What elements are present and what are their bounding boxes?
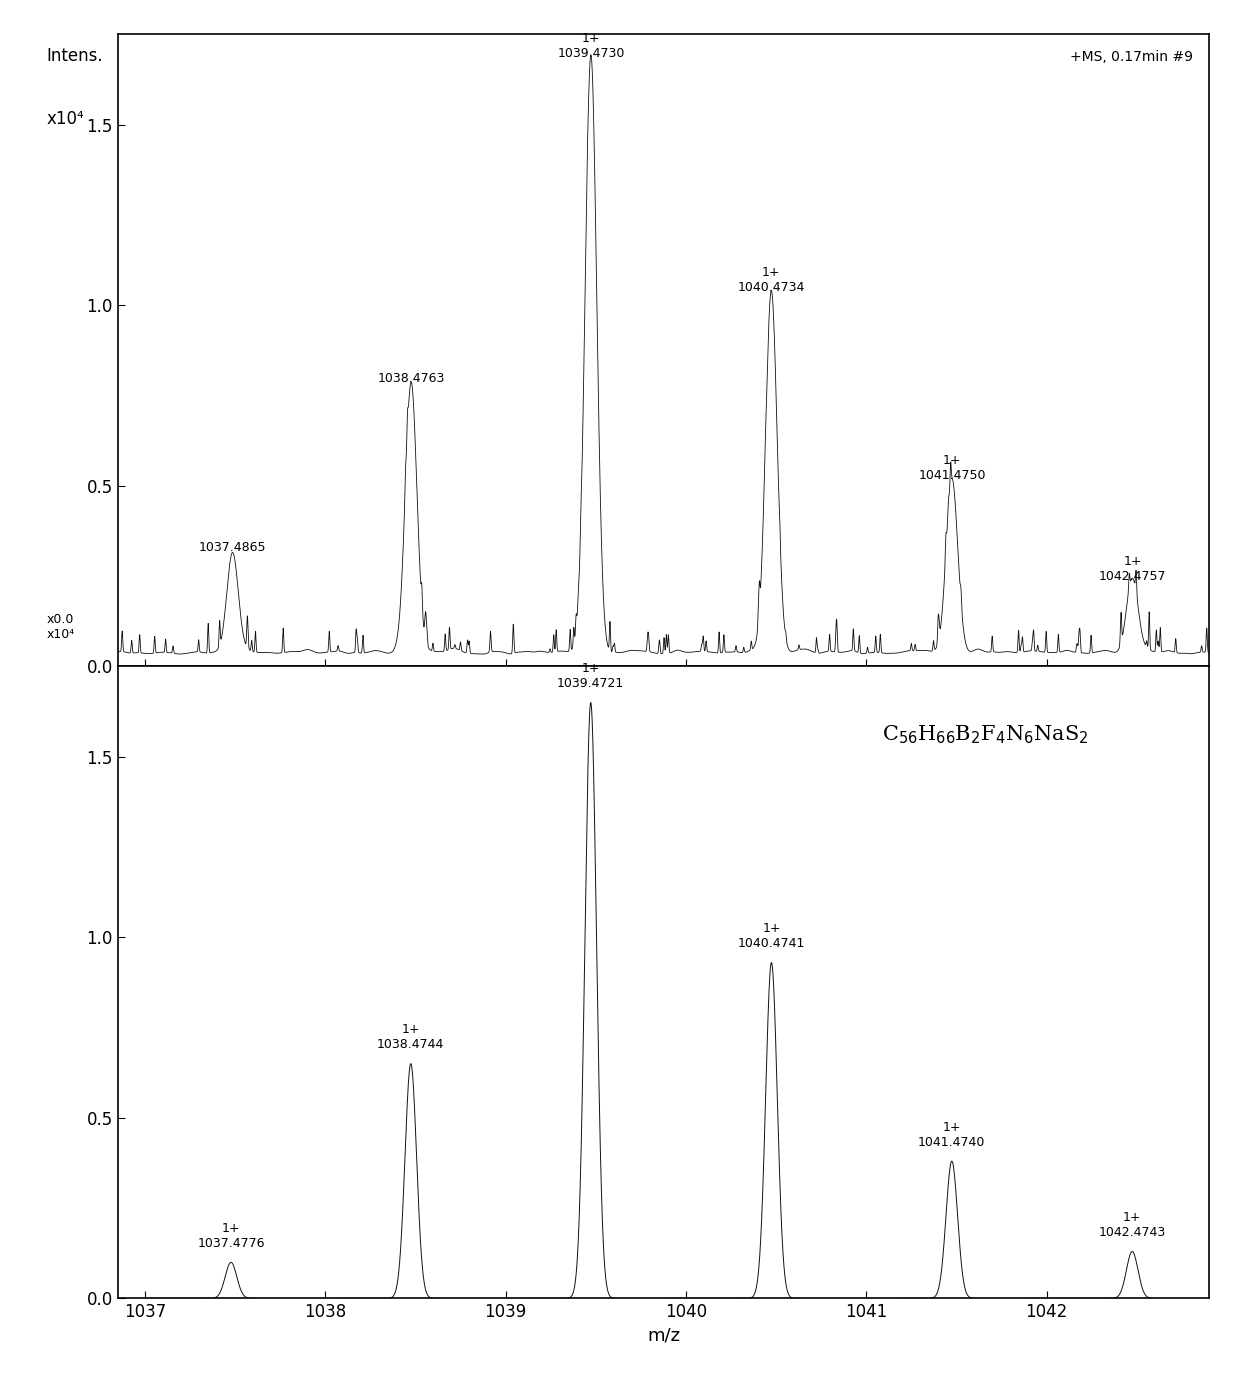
Text: 1+
1040.4734: 1+ 1040.4734 <box>738 267 805 294</box>
X-axis label: m/z: m/z <box>647 1327 680 1345</box>
Text: 1+
1040.4741: 1+ 1040.4741 <box>738 922 805 949</box>
Text: +MS, 0.17min #9: +MS, 0.17min #9 <box>1070 51 1193 65</box>
Text: 1+
1039.4721: 1+ 1039.4721 <box>557 662 625 690</box>
Text: 1037.4865: 1037.4865 <box>198 541 267 555</box>
Text: 1+
1038.4744: 1+ 1038.4744 <box>377 1024 444 1051</box>
Text: 1038.4763: 1038.4763 <box>377 372 445 385</box>
Text: 1+
1042.4743: 1+ 1042.4743 <box>1099 1210 1166 1239</box>
Text: 1+
1041.4750: 1+ 1041.4750 <box>919 455 986 482</box>
Text: x10⁴: x10⁴ <box>47 110 84 128</box>
Text: 1+
1037.4776: 1+ 1037.4776 <box>197 1221 265 1250</box>
Text: 1+
1039.4730: 1+ 1039.4730 <box>557 32 625 59</box>
Text: Intens.: Intens. <box>47 47 103 65</box>
Text: C$_{56}$H$_{66}$B$_2$F$_4$N$_6$NaS$_2$: C$_{56}$H$_{66}$B$_2$F$_4$N$_6$NaS$_2$ <box>882 723 1089 746</box>
Text: x0.0
x10⁴: x0.0 x10⁴ <box>47 613 76 642</box>
Text: 1+
1042.4757: 1+ 1042.4757 <box>1099 555 1167 584</box>
Text: 1+
1041.4740: 1+ 1041.4740 <box>918 1121 986 1149</box>
